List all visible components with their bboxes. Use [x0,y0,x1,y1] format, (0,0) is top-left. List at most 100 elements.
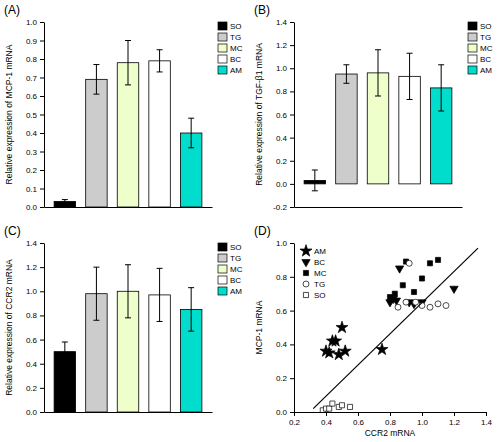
legend: SOTGMCBCAM [468,22,493,75]
legend: SOTGMCBCAM [218,22,243,75]
y-axis-tick: 1.2 [26,263,44,272]
point [435,301,441,307]
legend-item: BC [468,55,491,64]
y-axis-tick-label: 0.0 [276,180,288,189]
x-axis-tick: 0.4 [321,412,333,427]
legend-swatch [468,33,477,41]
legend-label: TG [314,280,325,289]
y-axis-line [294,23,295,208]
y-axis-tick: -0.2 [273,203,294,212]
x-axis: 0.20.40.60.81.01.21.4 [289,412,493,427]
y-axis-tick: 1.4 [276,18,294,27]
y-axis-tick-mark [290,161,294,162]
y-axis: 0.00.20.40.60.81.0 [276,239,295,417]
x-axis-tick-mark [454,412,455,416]
y-axis-tick-mark [290,138,294,139]
error-bar [312,170,318,191]
y-axis-tick: 0.1 [26,185,44,194]
y-axis-tick-label: 0.0 [26,408,38,417]
point [347,404,352,409]
legend-label: MC [314,269,327,278]
y-axis-tick: 0.2 [276,374,294,383]
y-axis-tick: 0.0 [276,180,294,189]
y-axis-tick-label: 0.1 [26,185,38,194]
error-bar [62,342,68,361]
x-axis-tick: 0.2 [289,412,301,427]
legend-label: BC [314,258,325,267]
plot-area [54,265,202,412]
y-axis-tick-label: 1.0 [276,64,288,73]
point [427,304,433,310]
legend-label: TG [480,33,491,42]
legend-item: SO [468,22,492,31]
y-axis-tick-label: 1.4 [26,239,38,248]
y-axis-tick-label: 0.2 [26,166,38,175]
x-axis [45,207,213,208]
y-axis-tick-label: 1.2 [26,263,38,272]
y-axis-tick: 0.8 [26,55,44,64]
x-axis-tick-mark [294,412,295,416]
error-bar [188,288,194,331]
legend-label: AM [314,247,326,256]
y-axis-tick-label: 0.4 [276,134,288,143]
x-axis-tick-label: 0.2 [289,418,301,427]
legend-swatch [218,254,227,262]
y-axis-tick: 0.4 [276,340,294,349]
y-axis-tick-mark [290,45,294,46]
y-axis-tick-mark [290,344,294,345]
point [395,266,403,273]
legend-label: BC [230,276,241,285]
y-axis-tick: 0.6 [276,111,294,120]
x-axis [295,207,463,208]
y-axis-title: Relative expression of MCP-1 mRNA [4,44,14,184]
y-axis-tick-label: 0.2 [276,157,288,166]
x-axis-tick-label: 0.4 [321,418,333,427]
y-axis-tick-label: 0.6 [26,336,38,345]
point [435,257,440,262]
y-axis-tick: 1.0 [276,64,294,73]
y-axis-tick-label: 0.9 [26,37,38,46]
y-axis-tick-mark [290,68,294,69]
y-axis-tick-label: 0.8 [276,273,288,282]
legend-label: SO [230,243,242,252]
legend-label: MC [230,265,243,274]
legend-label: SO [230,22,242,31]
panel-title: (D) [254,224,271,238]
y-axis-tick-mark [40,152,44,153]
y-axis-tick-label: -0.2 [273,203,287,212]
y-axis-tick-mark [40,115,44,116]
legend-item: AM [300,245,326,256]
x-axis-tick-label: 1.0 [417,418,429,427]
y-axis-tick: 0.6 [276,307,294,316]
y-axis-tick-label: 1.0 [26,18,38,27]
legend-label: SO [314,291,326,300]
x-axis-tick-label: 1.4 [481,418,493,427]
y-axis-tick: 1.2 [276,41,294,50]
point [387,295,392,300]
panel: -0.20.00.20.40.60.81.01.21.4Relative exp… [254,18,493,212]
y-axis-tick-mark [40,364,44,365]
y-axis-tick-mark [40,388,44,389]
y-axis-tick-label: 0.7 [26,74,38,83]
legend-item: TG [218,254,241,263]
y-axis-tick-label: 0.8 [276,87,288,96]
y-axis-tick-mark [40,170,44,171]
point [450,286,458,293]
point [392,291,397,296]
legend: AM BC MC TG SO [300,245,327,300]
y-axis-tick-mark [40,243,44,244]
y-axis-title: MCP-1 mRNA [254,300,264,354]
y-axis-tick-label: 0.6 [276,111,288,120]
x-axis-tick: 0.6 [353,412,365,427]
legend-symbol [303,281,309,287]
legend-swatch [218,55,227,63]
point [419,276,424,281]
y-axis-tick-label: 0.4 [26,129,38,138]
legend-label: AM [480,66,492,75]
y-axis-tick-label: 0.8 [26,55,38,64]
legend-item: TG [468,33,491,42]
y-axis-tick-label: 0.6 [26,92,38,101]
y-axis-tick: 0.8 [26,311,44,320]
legend-label: BC [480,55,491,64]
legend-swatch [218,22,227,30]
